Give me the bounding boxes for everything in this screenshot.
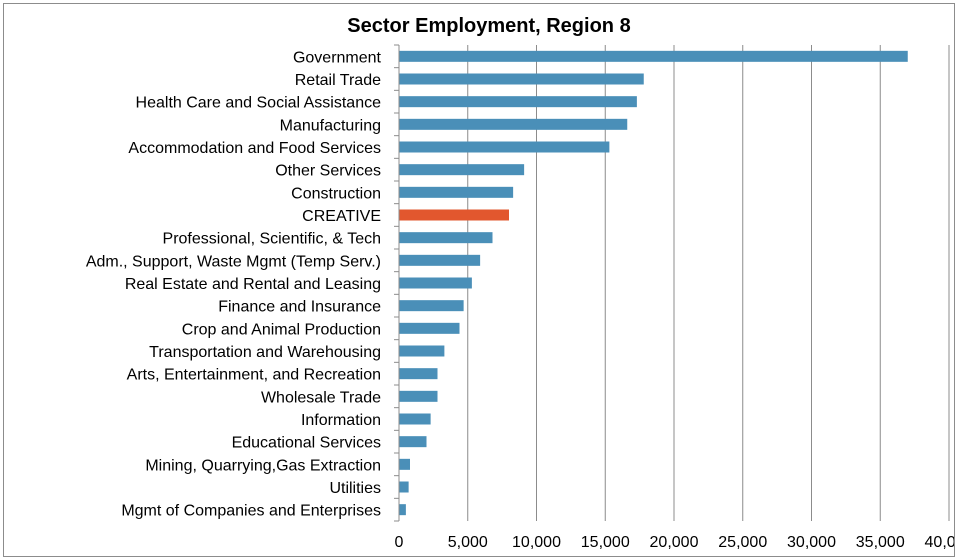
bar: [399, 345, 445, 357]
x-tick-label: 30,000: [787, 534, 836, 551]
bar: [399, 96, 637, 108]
x-tick-label: 5,000: [448, 534, 488, 551]
category-label: Finance and Insurance: [218, 299, 381, 316]
bar: [399, 504, 406, 516]
bar: [399, 73, 644, 85]
category-labels: Government Retail Trade Health Care and So…: [86, 49, 382, 519]
bar: [399, 300, 464, 312]
bar: [399, 50, 908, 62]
bar: [399, 322, 460, 334]
category-label: Accommodation and Food Services: [128, 140, 381, 157]
x-tick-label: 0: [395, 534, 404, 551]
x-tick-label: 10,000: [512, 534, 561, 551]
sector-employment-chart: Sector Employment, Region 8 Government Re…: [86, 15, 954, 551]
gridlines: [467, 45, 950, 521]
category-label: Arts, Entertainment, and Recreation: [127, 367, 381, 384]
category-label: Health Care and Social Assistance: [136, 95, 382, 112]
bar: [399, 232, 493, 244]
chart-frame: Sector Employment, Region 8 Government Re…: [3, 3, 955, 557]
chart-title: Sector Employment, Region 8: [347, 15, 630, 37]
bar: [399, 458, 410, 470]
category-label: Mining, Quarrying,Gas Extraction: [145, 457, 381, 474]
x-tick-label: 25,000: [718, 534, 767, 551]
bar: [399, 164, 525, 176]
bar: [399, 118, 628, 130]
bar: [399, 413, 431, 425]
category-label: Mgmt of Companies and Enterprises: [121, 503, 381, 520]
category-label: Wholesale Trade: [261, 389, 381, 406]
x-tick-label: 40,000: [925, 534, 954, 551]
category-label: Government: [293, 49, 382, 66]
bar: [399, 141, 610, 153]
category-label: Adm., Support, Waste Mgmt (Temp Serv.): [86, 253, 381, 270]
bar: [399, 254, 481, 266]
category-label: Construction: [291, 185, 381, 202]
bar: [399, 368, 438, 380]
bar: [399, 436, 427, 448]
bar: [399, 481, 409, 493]
category-label: Utilities: [329, 480, 381, 497]
category-label: Professional, Scientific, & Tech: [163, 231, 381, 248]
bars: [399, 50, 908, 516]
axes: [394, 44, 400, 522]
category-label: Manufacturing: [280, 117, 381, 134]
category-label: Crop and Animal Production: [182, 321, 381, 338]
category-label: CREATIVE: [302, 208, 381, 225]
bar: [399, 390, 438, 402]
category-label: Retail Trade: [295, 72, 381, 89]
bar: [399, 209, 509, 221]
x-tick-label: 15,000: [581, 534, 630, 551]
x-tick-label: 35,000: [856, 534, 905, 551]
category-label: Other Services: [275, 163, 381, 180]
bar: [399, 186, 514, 198]
category-label: Real Estate and Rental and Leasing: [125, 276, 381, 293]
category-label: Transportation and Warehousing: [149, 344, 381, 361]
category-label: Educational Services: [232, 435, 381, 452]
x-tick-label: 20,000: [650, 534, 699, 551]
category-label: Information: [301, 412, 381, 429]
x-tick-labels: 0 5,000 10,000 15,000 20,000 25,000 30,000 35,0…: [395, 534, 954, 551]
bar: [399, 277, 472, 289]
